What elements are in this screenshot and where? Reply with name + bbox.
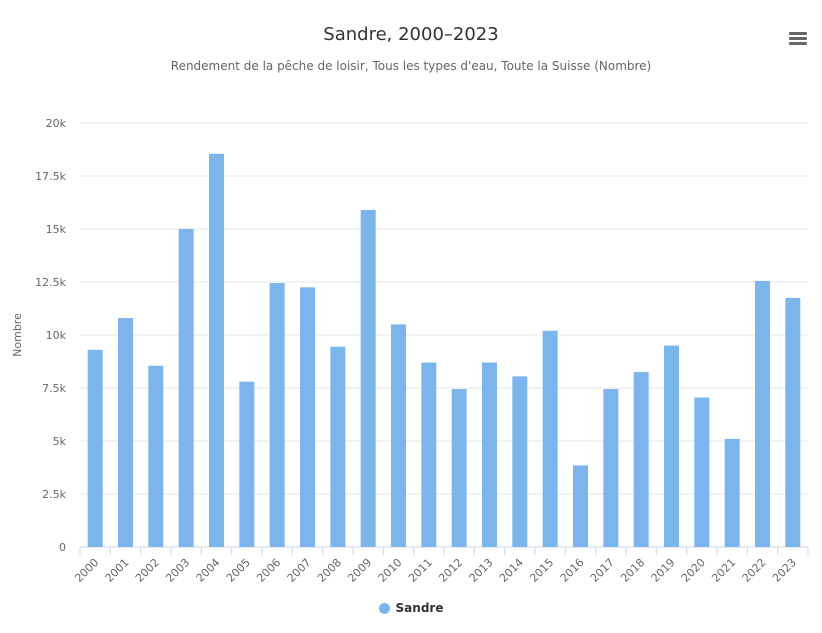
x-axis-ticks: 2000 2001 2002 2003 2004 2005 2006 2007 2008 2009… xyxy=(72,547,809,585)
bar[interactable] xyxy=(300,287,315,547)
x-tick-label: 2005 xyxy=(224,556,253,585)
x-tick-label: 2018 xyxy=(618,556,647,585)
legend-marker xyxy=(378,602,390,614)
bar[interactable] xyxy=(391,324,406,547)
y-tick-label: 2.5k xyxy=(42,488,66,501)
bar[interactable] xyxy=(209,153,224,548)
bar[interactable] xyxy=(664,345,679,547)
bar[interactable] xyxy=(785,297,801,547)
y-tick-label: 17.5k xyxy=(35,170,66,183)
bar[interactable] xyxy=(451,389,467,547)
bar[interactable] xyxy=(694,397,710,547)
x-tick-label: 2004 xyxy=(194,556,223,585)
bar[interactable] xyxy=(755,280,770,547)
x-tick-label: 2020 xyxy=(679,556,708,585)
x-tick-label: 2021 xyxy=(709,556,738,585)
y-tick-label: 20k xyxy=(46,117,67,130)
bar[interactable] xyxy=(330,346,346,547)
x-tick-label: 2023 xyxy=(770,556,799,585)
bar[interactable] xyxy=(482,362,497,547)
bar[interactable] xyxy=(724,438,740,547)
x-tick-label: 2003 xyxy=(163,556,192,585)
bar[interactable] xyxy=(269,283,285,547)
y-axis-ticks: 0 2.5k 5k 7.5k 10k 12.5k 15k 17.5k 20k xyxy=(35,117,66,554)
y-tick-label: 0 xyxy=(59,541,66,554)
x-tick-label: 2008 xyxy=(315,556,344,585)
x-tick-label: 2014 xyxy=(497,556,526,585)
bar[interactable] xyxy=(178,229,194,547)
x-tick-label: 2012 xyxy=(436,556,465,585)
bar[interactable] xyxy=(603,389,619,547)
bar[interactable] xyxy=(421,362,437,547)
legend: Sandre xyxy=(0,601,822,617)
bar[interactable] xyxy=(633,372,649,547)
y-tick-label: 12.5k xyxy=(35,276,66,289)
x-tick-label: 2007 xyxy=(285,556,314,585)
bar[interactable] xyxy=(148,365,164,547)
bar[interactable] xyxy=(512,376,528,547)
x-tick-label: 2009 xyxy=(345,556,374,585)
x-tick-label: 2019 xyxy=(649,556,678,585)
chart-title: Sandre, 2000–2023 xyxy=(323,24,499,45)
x-tick-label: 2010 xyxy=(376,556,405,585)
x-tick-label: 2000 xyxy=(72,556,101,585)
x-tick-label: 2016 xyxy=(558,556,587,585)
bars xyxy=(87,153,801,548)
bar[interactable] xyxy=(573,465,588,547)
x-tick-label: 2017 xyxy=(588,556,617,585)
legend-label: Sandre xyxy=(395,601,444,615)
bar[interactable] xyxy=(360,209,376,548)
bar[interactable] xyxy=(118,318,133,547)
x-tick-label: 2006 xyxy=(254,556,283,585)
chart-subtitle: Rendement de la pêche de loisir, Tous le… xyxy=(170,59,652,73)
x-tick-label: 2013 xyxy=(467,556,496,585)
y-tick-label: 15k xyxy=(46,223,67,236)
x-tick-label: 2011 xyxy=(406,556,435,585)
x-tick-label: 2022 xyxy=(740,556,769,585)
bar[interactable] xyxy=(542,330,558,547)
legend-item-sandre[interactable]: Sandre xyxy=(378,601,444,615)
bar[interactable] xyxy=(87,349,103,547)
bar[interactable] xyxy=(239,381,255,547)
x-tick-label: 2001 xyxy=(103,556,132,585)
y-tick-label: 10k xyxy=(46,329,67,342)
x-tick-label: 2015 xyxy=(527,556,556,585)
y-tick-label: 5k xyxy=(53,435,67,448)
y-tick-label: 7.5k xyxy=(42,382,66,395)
hamburger-menu-icon[interactable] xyxy=(789,32,807,46)
y-axis-label: Nombre xyxy=(11,313,24,357)
x-tick-label: 2002 xyxy=(133,556,162,585)
